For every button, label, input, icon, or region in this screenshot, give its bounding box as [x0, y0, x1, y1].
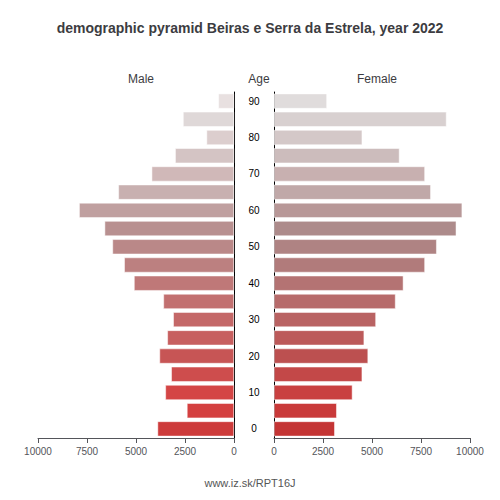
- svg-text:7500: 7500: [410, 446, 433, 457]
- svg-text:5000: 5000: [125, 446, 148, 457]
- svg-text:70: 70: [248, 168, 260, 179]
- svg-text:10: 10: [248, 387, 260, 398]
- svg-text:60: 60: [248, 205, 260, 216]
- svg-text:10000: 10000: [24, 446, 52, 457]
- svg-text:0: 0: [251, 423, 257, 434]
- svg-text:2500: 2500: [312, 446, 335, 457]
- svg-text:www.iz.sk/RPT16J: www.iz.sk/RPT16J: [203, 477, 295, 489]
- svg-text:80: 80: [248, 132, 260, 143]
- svg-text:40: 40: [248, 278, 260, 289]
- svg-text:Male: Male: [128, 72, 154, 86]
- svg-text:demographic pyramid Beiras e S: demographic pyramid Beiras e Serra da Es…: [57, 20, 444, 36]
- svg-text:7500: 7500: [76, 446, 99, 457]
- svg-text:30: 30: [248, 314, 260, 325]
- svg-text:Female: Female: [357, 72, 397, 86]
- svg-text:50: 50: [248, 241, 260, 252]
- svg-text:20: 20: [248, 351, 260, 362]
- svg-text:0: 0: [231, 446, 237, 457]
- svg-text:0: 0: [271, 446, 277, 457]
- svg-text:2500: 2500: [174, 446, 197, 457]
- svg-text:10000: 10000: [456, 446, 484, 457]
- svg-text:5000: 5000: [361, 446, 384, 457]
- svg-text:90: 90: [248, 96, 260, 107]
- svg-text:Age: Age: [248, 72, 270, 86]
